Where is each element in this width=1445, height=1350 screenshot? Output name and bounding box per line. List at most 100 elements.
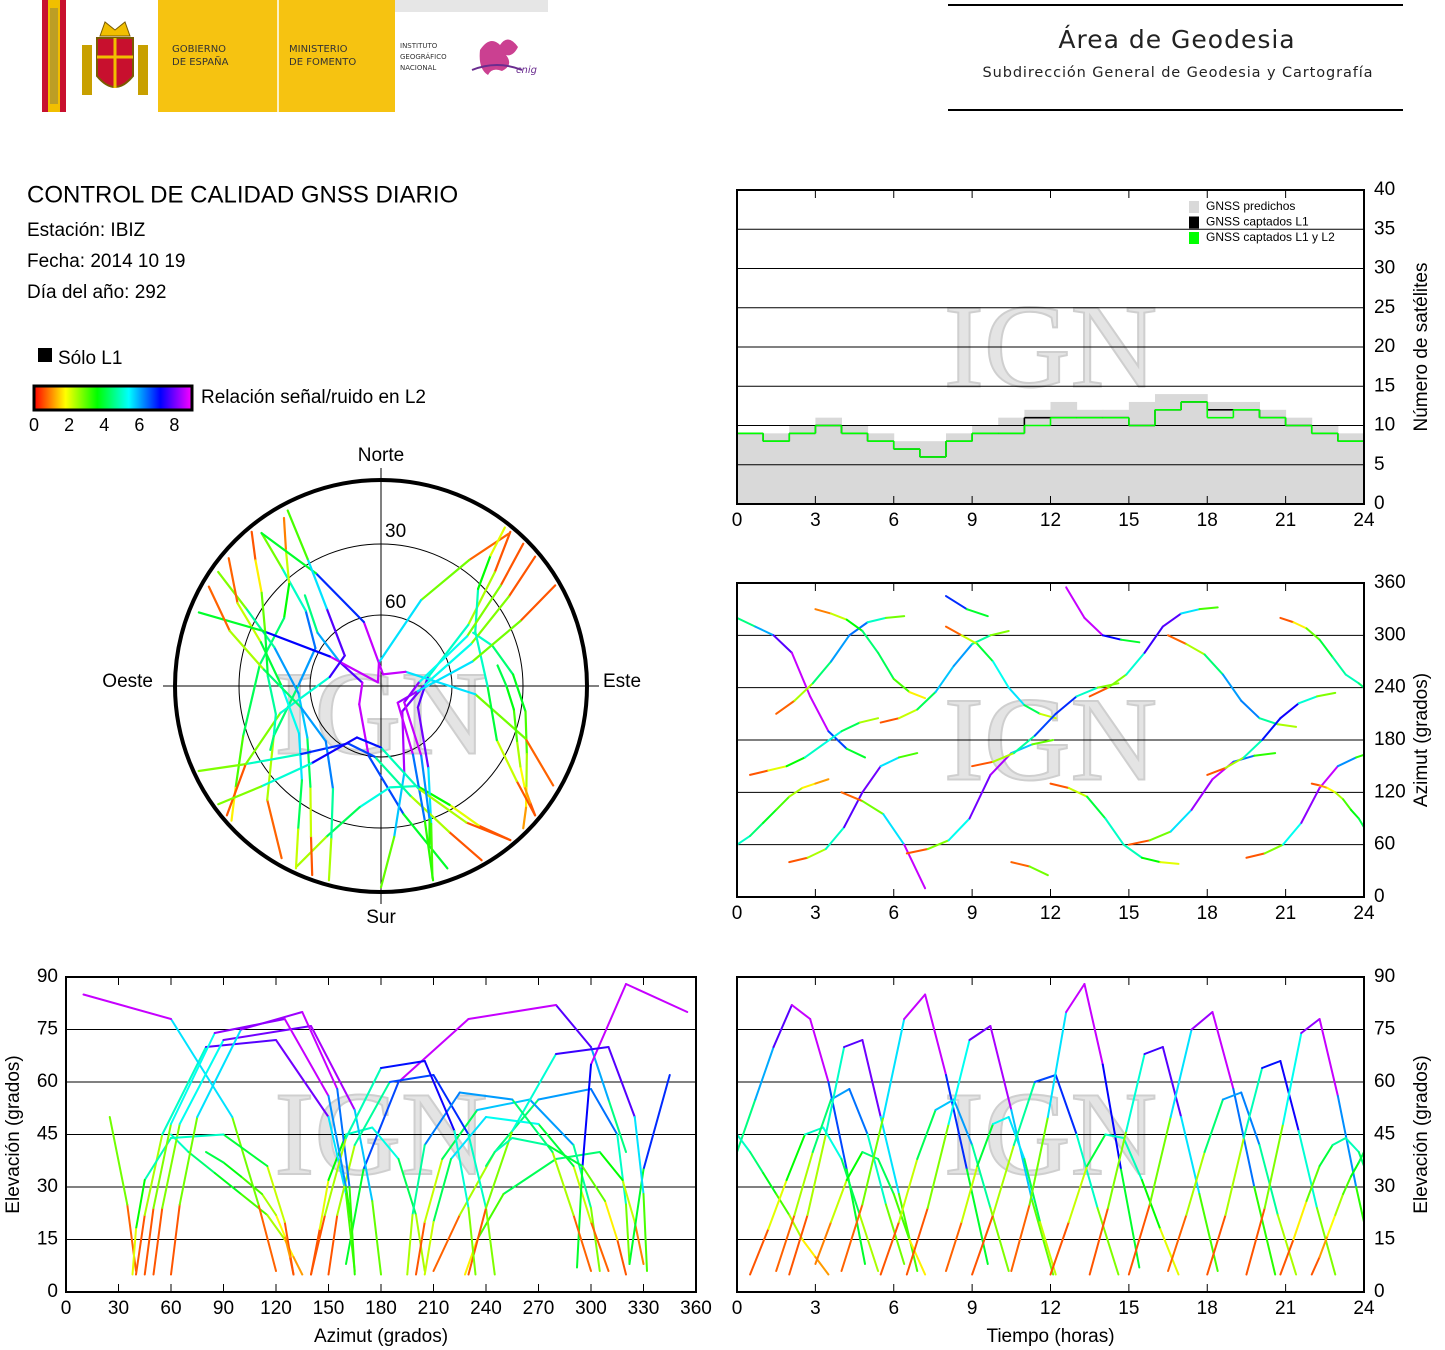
- track-segment: [217, 785, 263, 806]
- track-segment: [234, 735, 245, 789]
- track-segment: [908, 691, 927, 700]
- legend-swatch: [1189, 232, 1199, 244]
- track-segment: [861, 765, 882, 794]
- cnig-text: cnig: [516, 65, 537, 76]
- track-segment: [879, 756, 900, 768]
- track-segment: [467, 1207, 477, 1276]
- track-segment: [947, 1039, 971, 1125]
- track-segment: [1279, 616, 1295, 624]
- track-segment: [388, 1074, 435, 1083]
- track-segment: [845, 618, 864, 632]
- y-tick-label: 15: [1374, 1229, 1395, 1250]
- x-tick-label: 15: [1118, 1298, 1139, 1319]
- track-segment: [345, 1168, 365, 1265]
- track-segment: [1106, 1130, 1128, 1209]
- track-segment: [411, 1144, 426, 1216]
- track-segment: [616, 1238, 627, 1276]
- y-tick-label: 10: [1374, 415, 1395, 436]
- track-segment: [1331, 1137, 1347, 1146]
- track-segment: [737, 1098, 757, 1153]
- track-segment: [316, 631, 342, 664]
- track-segment: [1104, 1133, 1125, 1139]
- legend-label: GNSS captados L1 y L2: [1206, 230, 1335, 244]
- track-segment: [1075, 686, 1099, 698]
- track-segment: [775, 1193, 791, 1216]
- l1-label: Sólo L1: [58, 348, 122, 369]
- track-segment: [793, 682, 814, 702]
- x-tick-label: 21: [1275, 1298, 1296, 1319]
- track-segment: [1203, 653, 1224, 676]
- track-segment: [754, 1046, 775, 1101]
- track-segment: [515, 739, 522, 768]
- track-segment: [286, 509, 309, 561]
- track-segment: [572, 1165, 592, 1223]
- tracks: [197, 509, 557, 889]
- area-title: Área de Geodesia: [1058, 25, 1295, 54]
- track-segment: [403, 681, 420, 704]
- track-segment: [264, 630, 269, 678]
- track-segment: [1276, 723, 1298, 728]
- track-segment: [628, 1168, 645, 1265]
- track-segment: [537, 1088, 592, 1101]
- x-tick-label: 180: [365, 1298, 397, 1319]
- track-segment: [790, 1004, 812, 1020]
- x-tick-label: 18: [1197, 510, 1218, 531]
- emblem: [82, 21, 148, 95]
- track-segment: [555, 1151, 601, 1160]
- track-segment: [905, 848, 929, 855]
- track-segment: [621, 1179, 636, 1223]
- track-segment: [1253, 1186, 1277, 1276]
- track-segment: [236, 602, 263, 644]
- y-tick-label: 30: [37, 1176, 58, 1197]
- track-segment: [785, 1133, 806, 1181]
- track-segment: [1067, 1165, 1089, 1223]
- track-segment: [1086, 1133, 1107, 1167]
- track-segment: [297, 692, 309, 739]
- track-segment: [423, 819, 435, 882]
- track-segment: [1315, 691, 1337, 698]
- y-tick-label: 75: [1374, 1019, 1395, 1040]
- track-segment: [231, 1116, 260, 1206]
- track-segment: [866, 1133, 887, 1206]
- y-tick-label: 25: [1374, 297, 1395, 318]
- track-segment: [607, 1098, 627, 1153]
- track-segment: [458, 1091, 514, 1101]
- track-segment: [327, 1095, 347, 1188]
- track-segment: [1054, 695, 1078, 715]
- track-segment: [244, 606, 276, 649]
- track-segment: [358, 786, 391, 809]
- predicted-step: [946, 433, 973, 504]
- track-segment: [187, 1151, 216, 1174]
- track-segment: [1140, 856, 1162, 864]
- y-tick-label: 40: [1374, 179, 1395, 200]
- predicted-step: [815, 417, 842, 504]
- track-segment: [373, 755, 412, 797]
- track-segment: [511, 673, 527, 713]
- track-segment: [499, 542, 525, 587]
- track-segment: [346, 742, 376, 758]
- track-segment: [519, 584, 557, 623]
- track-segment: [1305, 1165, 1321, 1202]
- predicted-step: [1233, 401, 1260, 504]
- track-segment: [590, 1207, 601, 1272]
- track-segment: [1211, 1011, 1235, 1090]
- track-segment: [281, 567, 307, 612]
- track-segment: [892, 1193, 911, 1241]
- track-segment: [1305, 627, 1321, 641]
- track-segment: [1101, 1063, 1123, 1171]
- predicted-step: [1207, 401, 1234, 504]
- predicted-step: [1050, 401, 1078, 504]
- track-segment: [1125, 651, 1146, 676]
- track-segment: [1031, 739, 1055, 746]
- track-segment: [1143, 625, 1164, 654]
- track-segment: [505, 684, 515, 711]
- track-segment: [1292, 621, 1308, 630]
- y-tick-label: 90: [1374, 966, 1395, 987]
- x-tick-label: 330: [628, 1298, 660, 1319]
- track-segment: [1240, 1091, 1261, 1146]
- track-segment: [1096, 682, 1120, 689]
- track-segment: [1326, 1214, 1337, 1237]
- plot-border: [65, 976, 697, 1293]
- track-segment: [135, 1179, 146, 1230]
- track-segment: [135, 1214, 146, 1276]
